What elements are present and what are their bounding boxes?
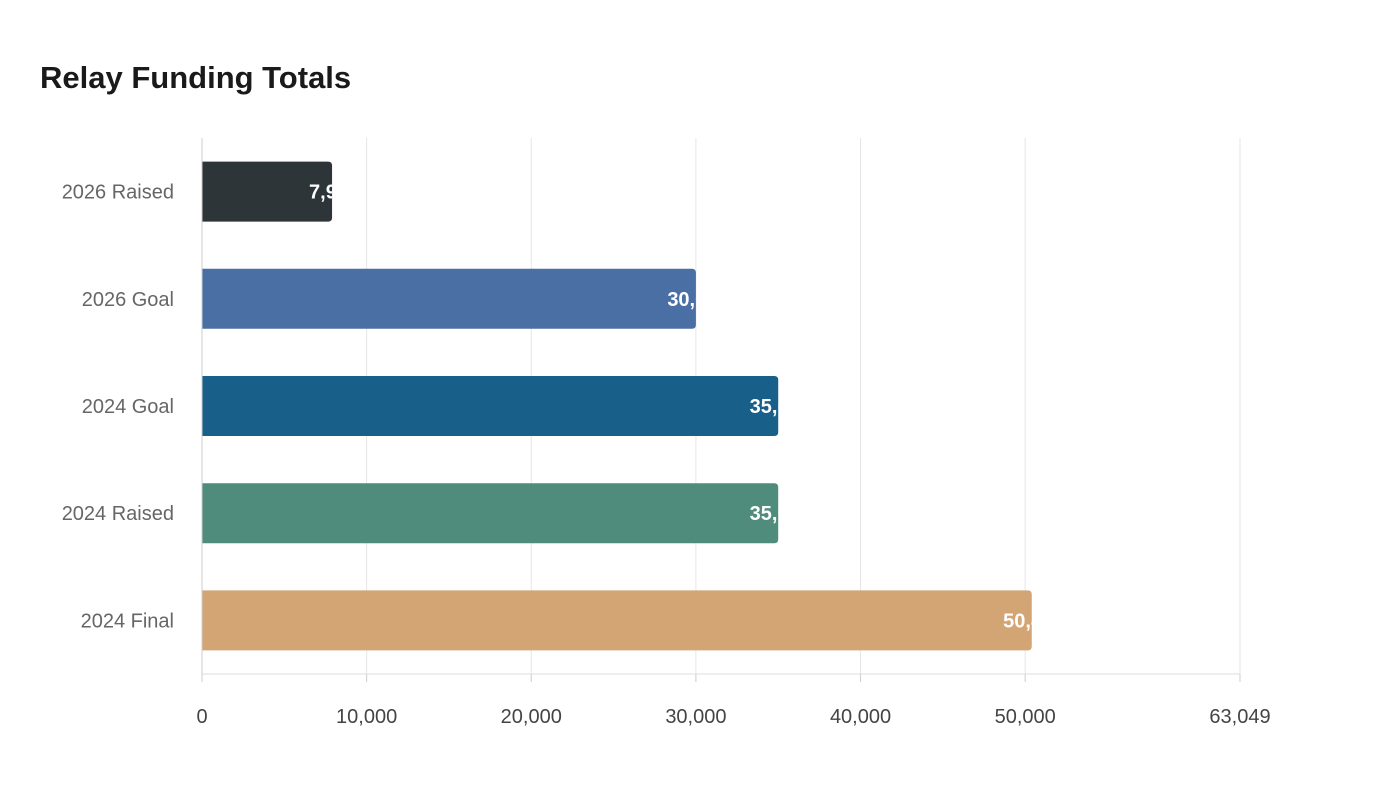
label-layer: 0 10,000 20,000 30,000 40,000 50,000 63,049 202… bbox=[62, 182, 1271, 728]
category-label: 2024 Final bbox=[81, 610, 174, 632]
bar[interactable] bbox=[202, 161, 333, 222]
bar[interactable] bbox=[202, 376, 779, 436]
x-tick-label: 10,000 bbox=[336, 706, 397, 728]
bar-layer: 7,900 30,000 35,000 35,000 50,400 bbox=[202, 161, 1064, 651]
x-tick-label: 63,049 bbox=[1209, 706, 1270, 728]
x-tick-label: 50,000 bbox=[995, 706, 1056, 728]
x-tick-label: 0 bbox=[196, 706, 207, 728]
bar[interactable] bbox=[202, 590, 1032, 651]
axis-layer bbox=[201, 138, 1241, 682]
category-label: 2024 Raised bbox=[62, 503, 174, 525]
bar-value-label: 35,000 bbox=[750, 503, 811, 525]
bar[interactable] bbox=[202, 268, 696, 329]
category-label: 2026 Raised bbox=[62, 182, 174, 204]
category-label: 2026 Goal bbox=[82, 289, 174, 311]
bar[interactable] bbox=[202, 483, 779, 544]
bar-value-label: 7,900 bbox=[309, 182, 359, 204]
x-tick-label: 20,000 bbox=[501, 706, 562, 728]
bar-value-label: 50,400 bbox=[1003, 610, 1064, 632]
bar-value-label: 35,000 bbox=[750, 396, 811, 418]
x-tick-label: 40,000 bbox=[830, 706, 891, 728]
x-tick-label: 30,000 bbox=[665, 706, 726, 728]
chart-title: Relay Funding Totals bbox=[40, 60, 352, 95]
category-label: 2024 Goal bbox=[82, 396, 174, 418]
bar-value-label: 30,000 bbox=[667, 289, 728, 311]
